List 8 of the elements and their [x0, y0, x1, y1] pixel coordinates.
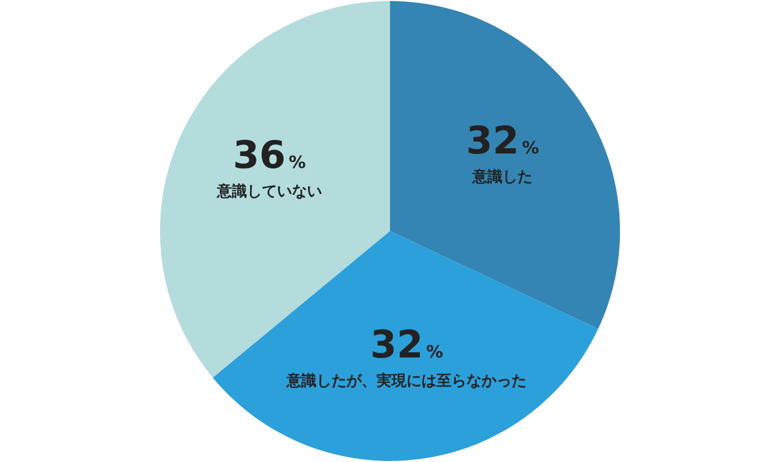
pie-slice: [390, 1, 620, 329]
data-label: 32%: [370, 322, 444, 366]
data-label: 32%: [466, 118, 540, 163]
data-label: 36%: [232, 133, 306, 178]
pie-slice: [212, 231, 598, 461]
slice-label: 意識していない: [216, 182, 322, 200]
slice-label: 意識したが、実現には至らなかった: [286, 371, 527, 390]
slice-label: 意識した: [472, 168, 533, 186]
